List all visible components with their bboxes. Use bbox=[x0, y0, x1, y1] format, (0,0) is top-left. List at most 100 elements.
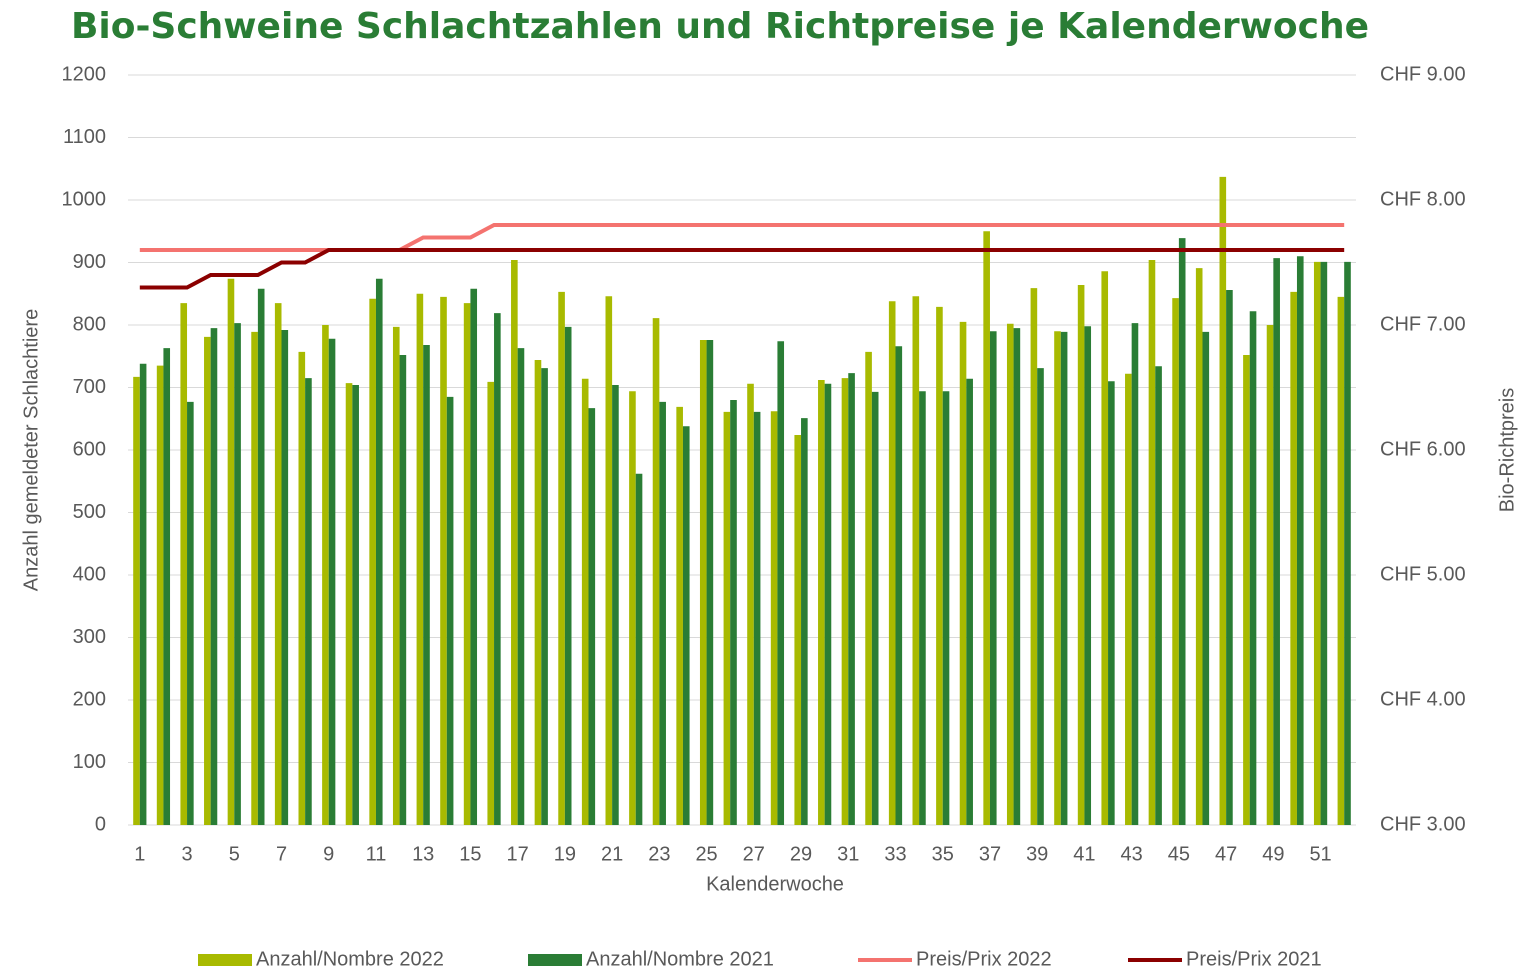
y-tick-label: 800 bbox=[73, 313, 106, 335]
bar bbox=[770, 411, 778, 825]
legend-label: Preis/Prix 2022 bbox=[916, 948, 1052, 970]
bar bbox=[257, 288, 265, 825]
bar bbox=[1266, 325, 1274, 825]
bar bbox=[470, 288, 478, 825]
line bbox=[139, 248, 1345, 290]
bar bbox=[1243, 355, 1250, 825]
x-tick-label: 19 bbox=[554, 843, 576, 865]
bar bbox=[274, 303, 282, 825]
bar bbox=[936, 306, 943, 825]
bar bbox=[1084, 326, 1092, 825]
bar bbox=[534, 360, 542, 825]
bar bbox=[895, 346, 903, 825]
bar bbox=[1013, 328, 1021, 825]
bar bbox=[801, 418, 808, 825]
bar bbox=[848, 373, 855, 825]
bar bbox=[1101, 271, 1109, 825]
bar bbox=[345, 383, 353, 825]
bar bbox=[652, 318, 660, 825]
bar bbox=[629, 391, 636, 825]
bar bbox=[983, 231, 990, 825]
y2-tick-label: CHF 7.00 bbox=[1380, 313, 1466, 335]
bar bbox=[281, 330, 289, 825]
bar bbox=[1273, 258, 1280, 825]
bar bbox=[682, 426, 690, 825]
legend-label: Anzahl/Nombre 2022 bbox=[256, 948, 444, 970]
bar bbox=[305, 378, 312, 825]
bar bbox=[1037, 368, 1044, 825]
bar bbox=[440, 296, 447, 825]
bar bbox=[375, 278, 383, 825]
bar bbox=[352, 385, 359, 825]
bar bbox=[888, 301, 896, 825]
bar bbox=[133, 376, 140, 825]
x-tick-label: 21 bbox=[601, 843, 623, 865]
bar bbox=[558, 291, 565, 825]
bar bbox=[1344, 261, 1351, 825]
x-tick-label: 1 bbox=[134, 843, 145, 865]
x-tick-label: 35 bbox=[932, 843, 954, 865]
bar bbox=[723, 411, 731, 825]
bar bbox=[659, 401, 666, 825]
bar bbox=[635, 473, 643, 825]
bar bbox=[841, 378, 849, 825]
bar bbox=[251, 331, 258, 825]
x-tick-label: 43 bbox=[1121, 843, 1143, 865]
bar bbox=[1195, 268, 1203, 825]
bar bbox=[423, 345, 430, 825]
x-tick-label: 47 bbox=[1215, 843, 1237, 865]
bar bbox=[1178, 238, 1186, 825]
y-tick-label: 900 bbox=[73, 251, 106, 273]
bar bbox=[989, 331, 997, 825]
y-tick-label: 1200 bbox=[62, 63, 107, 85]
y-tick-label: 100 bbox=[73, 751, 106, 773]
x-tick-label: 33 bbox=[884, 843, 906, 865]
bar bbox=[234, 323, 241, 825]
bar bbox=[156, 365, 164, 825]
y-tick-label: 600 bbox=[73, 438, 106, 460]
x-axis-label: Kalenderwoche bbox=[706, 873, 844, 895]
y2-tick-label: CHF 6.00 bbox=[1380, 438, 1466, 460]
x-tick-label: 27 bbox=[743, 843, 765, 865]
bar bbox=[511, 260, 518, 825]
x-tick-label: 49 bbox=[1262, 843, 1284, 865]
bar bbox=[1155, 366, 1162, 825]
bar bbox=[824, 383, 832, 825]
bar bbox=[912, 296, 920, 825]
x-tick-label: 3 bbox=[181, 843, 192, 865]
bar bbox=[1108, 381, 1115, 825]
x-tick-label: 13 bbox=[412, 843, 434, 865]
bar bbox=[1077, 285, 1085, 825]
bar bbox=[1125, 373, 1132, 825]
bar bbox=[204, 336, 211, 825]
bar bbox=[747, 383, 754, 825]
bar bbox=[1296, 256, 1304, 825]
bar bbox=[588, 408, 596, 825]
y-tick-label: 400 bbox=[73, 563, 106, 585]
x-tick-label: 15 bbox=[459, 843, 481, 865]
bar bbox=[1006, 323, 1014, 825]
chart-title: Bio-Schweine Schlachtzahlen und Richtpre… bbox=[71, 6, 1369, 47]
y-tick-label: 200 bbox=[73, 688, 106, 710]
bar bbox=[959, 321, 967, 825]
bar bbox=[1054, 331, 1061, 825]
bar bbox=[871, 391, 879, 825]
bar bbox=[1320, 261, 1328, 825]
line bbox=[139, 223, 1345, 252]
bar bbox=[494, 313, 501, 825]
x-tick-label: 23 bbox=[648, 843, 670, 865]
bar bbox=[369, 298, 376, 825]
y2-tick-label: CHF 8.00 bbox=[1380, 188, 1466, 210]
bar bbox=[139, 363, 147, 825]
bar bbox=[1030, 288, 1038, 825]
y-tick-label: 700 bbox=[73, 376, 106, 398]
x-tick-label: 9 bbox=[323, 843, 334, 865]
bar bbox=[1060, 331, 1068, 825]
y2-tick-label: CHF 5.00 bbox=[1380, 563, 1466, 585]
bar bbox=[1290, 291, 1297, 825]
bar bbox=[1219, 176, 1227, 825]
y-tick-label: 1100 bbox=[63, 126, 106, 148]
bar bbox=[777, 341, 785, 825]
x-tick-label: 29 bbox=[790, 843, 812, 865]
